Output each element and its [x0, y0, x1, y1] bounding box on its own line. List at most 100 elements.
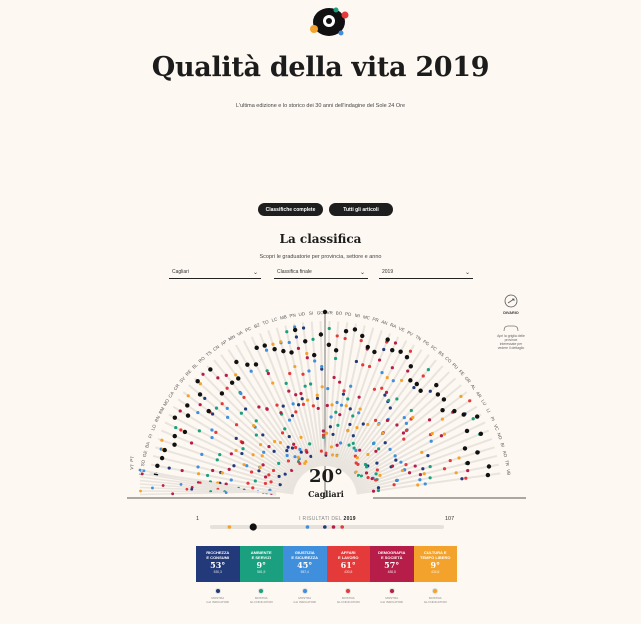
ranking-dot[interactable] — [304, 459, 308, 464]
ranking-dot[interactable] — [206, 408, 211, 414]
province-label[interactable]: CN — [212, 344, 220, 352]
ranking-dot[interactable] — [452, 408, 457, 414]
ranking-dot[interactable] — [301, 326, 306, 330]
ranking-dot[interactable] — [354, 448, 358, 453]
ranking-dot[interactable] — [229, 452, 233, 456]
ranking-dot[interactable] — [205, 473, 210, 478]
ranking-dot[interactable] — [380, 386, 384, 390]
ranking-dot[interactable] — [210, 435, 214, 440]
ranking-dot[interactable] — [246, 481, 250, 485]
ranking-dot[interactable] — [140, 472, 144, 476]
ranking-dot[interactable] — [385, 337, 390, 342]
ranking-dot[interactable] — [426, 454, 430, 458]
ranking-dot[interactable] — [251, 486, 255, 490]
ranking-dot[interactable] — [299, 435, 303, 440]
province-label[interactable]: TO — [262, 319, 270, 326]
ranking-dot[interactable] — [278, 483, 282, 487]
ranking-dot[interactable] — [279, 411, 283, 415]
province-label[interactable]: BZ — [253, 322, 260, 329]
ranking-dot[interactable] — [335, 334, 339, 338]
province-label[interactable]: CO — [444, 356, 453, 365]
ranking-dot[interactable] — [196, 481, 200, 484]
ranking-dot[interactable] — [254, 419, 258, 423]
ranking-dot[interactable] — [284, 381, 288, 385]
ranking-dot[interactable] — [189, 441, 194, 445]
indicator-link-ambiente[interactable]: MOSTRA GLI INDICATORI — [240, 588, 284, 604]
ranking-dot[interactable] — [224, 373, 228, 378]
ranking-dot[interactable] — [359, 338, 363, 343]
province-label[interactable]: VT — [129, 463, 135, 470]
ranking-dot[interactable] — [351, 434, 355, 438]
ranking-dot[interactable] — [485, 472, 491, 478]
ranking-dot[interactable] — [356, 462, 360, 467]
ranking-dot[interactable] — [331, 453, 335, 457]
ranking-dot[interactable] — [375, 468, 379, 472]
ranking-dot[interactable] — [402, 437, 406, 441]
province-label[interactable]: PC — [244, 325, 252, 332]
ranking-dot[interactable] — [346, 429, 350, 433]
ranking-dot[interactable] — [299, 391, 303, 396]
ranking-dot[interactable] — [404, 463, 408, 467]
ranking-dot[interactable] — [335, 443, 339, 447]
ranking-dot[interactable] — [300, 397, 304, 401]
province-label[interactable]: TS — [205, 350, 213, 358]
ranking-dot[interactable] — [296, 346, 301, 350]
province-label[interactable]: SO — [140, 459, 146, 467]
ranking-dot[interactable] — [241, 447, 245, 451]
ranking-dot[interactable] — [334, 410, 338, 414]
category-cultura[interactable]: CULTURA E TEMPO LIBERO 9° 434,6 — [413, 546, 457, 582]
province-label[interactable]: GO — [317, 310, 325, 315]
ranking-dot[interactable] — [454, 471, 458, 475]
ranking-dot[interactable] — [311, 337, 315, 341]
category-demografia[interactable]: DEMOGRAFIA E SOCIETÀ 57° 488,8 — [370, 546, 414, 582]
province-label[interactable]: AP — [220, 339, 228, 346]
ranking-dot[interactable] — [272, 449, 276, 453]
sole24ore-logo[interactable] — [306, 5, 352, 39]
ranking-dot[interactable] — [225, 406, 229, 410]
ranking-dot[interactable] — [325, 403, 329, 408]
province-label[interactable]: GR — [464, 376, 473, 385]
ranking-dot[interactable] — [388, 406, 392, 410]
ranking-dot[interactable] — [285, 449, 289, 453]
ranking-dot[interactable] — [468, 399, 472, 403]
ranking-dot[interactable] — [384, 390, 389, 394]
ranking-dot[interactable] — [357, 411, 361, 415]
ranking-dot[interactable] — [411, 415, 415, 420]
province-label[interactable]: AL — [470, 383, 478, 391]
ranking-dot[interactable] — [338, 380, 342, 384]
ranking-dot[interactable] — [385, 375, 389, 380]
ranking-dot[interactable] — [287, 418, 292, 422]
ranking-dot[interactable] — [471, 417, 475, 421]
indicator-link-cultura[interactable]: MOSTRA GLI INDICATORI — [414, 588, 458, 604]
ranking-dot[interactable] — [216, 376, 220, 380]
ranking-dot[interactable] — [439, 434, 444, 438]
ranking-dot[interactable] — [420, 450, 424, 454]
province-label[interactable]: SV — [178, 376, 186, 384]
gap-control[interactable]: DIVARIO Apri la griglia delle province i… — [497, 294, 525, 350]
ranking-dot[interactable] — [351, 414, 355, 418]
ranking-dot[interactable] — [374, 478, 378, 482]
ranking-dot[interactable] — [162, 447, 167, 453]
ranking-dot[interactable] — [201, 372, 205, 376]
ranking-dot[interactable] — [320, 367, 324, 371]
ranking-dot[interactable] — [354, 359, 358, 364]
ranking-dot[interactable] — [198, 403, 202, 407]
ranking-dot[interactable] — [172, 442, 177, 447]
ranking-dot[interactable] — [279, 340, 283, 344]
ranking-dot[interactable] — [402, 415, 406, 420]
ranking-dot[interactable] — [227, 467, 231, 471]
province-label[interactable]: FE — [458, 369, 466, 377]
indicator-link-ricchezza[interactable]: MOSTRA GLI INDICATORI — [196, 588, 240, 604]
ranking-dot[interactable] — [319, 449, 324, 453]
ranking-dot[interactable] — [313, 359, 317, 363]
ranking-dot[interactable] — [355, 456, 359, 460]
category-affari[interactable]: AFFARI E LAVORO 61° 430,8 — [326, 546, 370, 582]
province-label[interactable]: BO — [336, 310, 343, 316]
province-label[interactable]: VE — [398, 326, 406, 333]
province-label[interactable]: PI — [489, 416, 495, 422]
ranking-dot[interactable] — [293, 364, 297, 369]
ranking-dot[interactable] — [290, 446, 295, 450]
ranking-dot[interactable] — [240, 451, 244, 456]
ranking-dot[interactable] — [161, 484, 165, 487]
ranking-dot[interactable] — [234, 448, 238, 453]
